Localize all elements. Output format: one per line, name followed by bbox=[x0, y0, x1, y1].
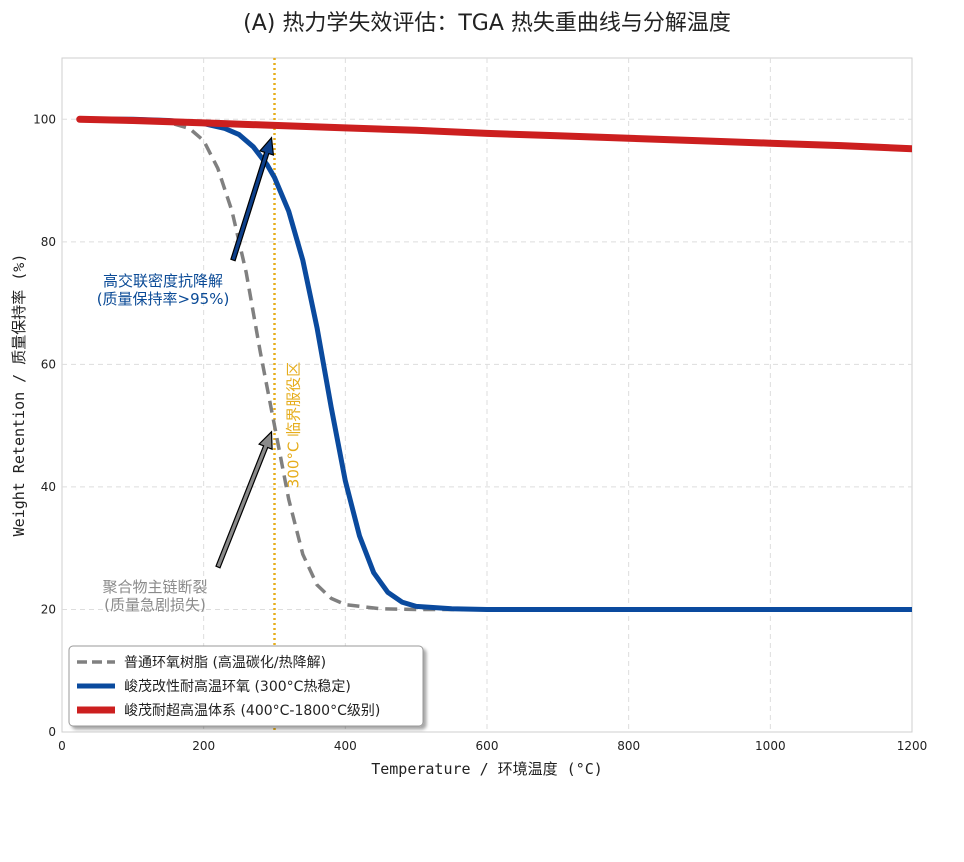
y-tick-label: 100 bbox=[33, 112, 56, 126]
reference-line-group: 300°C 临界服役区 bbox=[273, 58, 303, 732]
legend-label-2: 峻茂改性耐高温环氧 (300°C热稳定) bbox=[124, 678, 351, 695]
legend-label-1: 普通环氧树脂 (高温碳化/热降解) bbox=[124, 654, 326, 671]
x-tick-label: 800 bbox=[617, 739, 640, 753]
legend-label-3: 峻茂耐超高温体系 (400°C-1800°C级别) bbox=[124, 702, 380, 719]
reference-line-label: 300°C 临界服役区 bbox=[285, 362, 303, 488]
x-tick-label: 1200 bbox=[897, 739, 928, 753]
annotation-text: 高交联密度抗降解 bbox=[103, 272, 223, 290]
y-axis-label: Weight Retention / 质量保持率 (%) bbox=[10, 254, 28, 537]
annotation-text: 聚合物主链断裂 bbox=[102, 578, 207, 596]
y-tick-label: 40 bbox=[41, 480, 56, 494]
annotation-arrow-1 bbox=[230, 136, 275, 262]
legend: 普通环氧树脂 (高温碳化/热降解) 峻茂改性耐高温环氧 (300°C热稳定) 峻茂耐… bbox=[68, 645, 424, 727]
annotation-arrow-2 bbox=[215, 430, 273, 569]
annotation-text: (质量保持率>95%) bbox=[97, 290, 230, 308]
y-tick-label: 0 bbox=[48, 725, 56, 739]
series-line-1 bbox=[79, 117, 495, 612]
x-axis-label: Temperature / 环境温度 (°C) bbox=[371, 760, 603, 778]
x-tick-label: 1000 bbox=[755, 739, 786, 753]
legend-box bbox=[68, 645, 424, 727]
series-line-2 bbox=[77, 116, 912, 612]
x-tick-label: 600 bbox=[476, 739, 499, 753]
annotation-text: (质量急剧损失) bbox=[104, 596, 206, 614]
annotations: 高交联密度抗降解(质量保持率>95%) 聚合物主链断裂(质量急剧损失) bbox=[97, 136, 275, 614]
chart-title: (A) 热力学失效评估：TGA 热失重曲线与分解温度 bbox=[243, 11, 731, 36]
x-tick-label: 200 bbox=[192, 739, 215, 753]
x-tick-label: 400 bbox=[334, 739, 357, 753]
axis-ticks: 0 200 400 600 800 1000 1200 0 20 40 60 80 100 bbox=[33, 112, 927, 753]
series-line-3 bbox=[76, 115, 912, 153]
y-tick-label: 80 bbox=[41, 235, 56, 249]
x-tick-label: 0 bbox=[58, 739, 66, 753]
y-tick-label: 20 bbox=[41, 602, 56, 616]
y-tick-label: 60 bbox=[41, 357, 56, 371]
series-group bbox=[76, 115, 912, 612]
